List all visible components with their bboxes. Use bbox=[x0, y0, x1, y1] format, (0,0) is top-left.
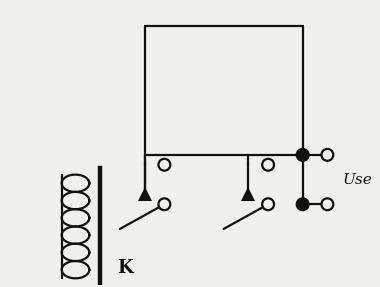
Circle shape bbox=[158, 198, 170, 210]
Circle shape bbox=[262, 198, 274, 210]
Circle shape bbox=[321, 149, 333, 161]
Circle shape bbox=[297, 149, 309, 161]
Circle shape bbox=[262, 159, 274, 171]
Text: K: K bbox=[117, 259, 133, 278]
Circle shape bbox=[158, 159, 170, 171]
Circle shape bbox=[297, 198, 309, 210]
Text: Use: Use bbox=[342, 172, 372, 187]
Circle shape bbox=[321, 198, 333, 210]
